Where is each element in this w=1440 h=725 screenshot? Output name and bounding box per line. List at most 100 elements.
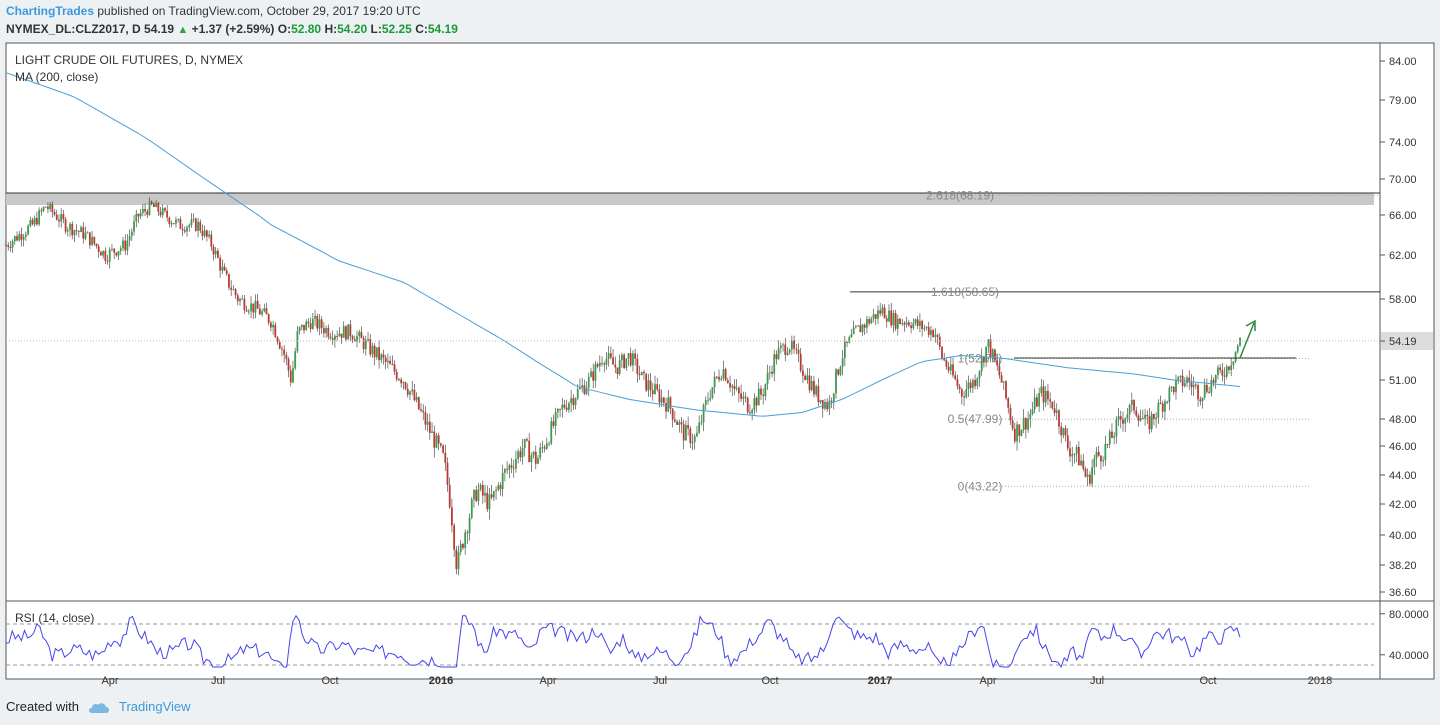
candle-body (967, 382, 970, 390)
candle-body (601, 362, 603, 364)
candle-body (188, 225, 191, 228)
rsi-axis-ticks: 80.0000 40.0000 (1380, 609, 1429, 662)
candle-body (722, 369, 725, 379)
candle-body (923, 327, 926, 329)
candle-body (850, 334, 853, 338)
candle-body (247, 311, 250, 313)
candle-body (1194, 384, 1197, 386)
candle-body (437, 435, 440, 444)
candle-body (718, 376, 720, 380)
candle-body (857, 325, 860, 327)
candle-body (702, 405, 705, 423)
candle-body (16, 236, 18, 241)
candle-body (128, 236, 131, 241)
resistance-zone (6, 193, 1374, 205)
candle-body (314, 315, 316, 319)
candle-body (115, 252, 118, 256)
low-label: L: (370, 22, 382, 36)
candle-body (607, 353, 610, 360)
chart-canvas[interactable]: 2.618(68.19)1.618(58.65)1(52.76)0.5(47.9… (0, 40, 1440, 690)
last-price-tag (1381, 332, 1433, 350)
candle-body (974, 379, 976, 387)
candle-body (609, 353, 612, 358)
candle-body (232, 289, 235, 291)
candle-body (888, 310, 890, 322)
candle-body (592, 371, 595, 381)
candle-body (768, 371, 771, 373)
y-tick-label: 38.20 (1389, 560, 1417, 572)
y-tick-label: 84.00 (1389, 56, 1417, 68)
candle-body (1172, 386, 1175, 393)
candle-body (740, 393, 743, 399)
candle-body (1075, 446, 1078, 455)
candle-body (435, 435, 438, 448)
candle-body (378, 347, 380, 361)
candle-body (1047, 390, 1049, 400)
candle-body (612, 357, 614, 365)
candle-body (916, 319, 919, 326)
candle-body (1124, 418, 1127, 424)
candle-body (568, 403, 570, 410)
low-value: 52.25 (381, 22, 412, 36)
candle-body (762, 394, 765, 397)
candle-body (225, 270, 228, 275)
candle-body (1102, 460, 1105, 462)
candle-body (294, 351, 297, 369)
candle-body (177, 219, 180, 221)
y-tick-label: 79.00 (1389, 95, 1417, 107)
candle-body (166, 210, 169, 218)
candles (5, 197, 1241, 576)
candle-body (146, 211, 149, 215)
candle-body (104, 250, 107, 261)
candle-body (1064, 428, 1067, 436)
candle-body (872, 314, 875, 319)
candle-body (33, 217, 36, 225)
candle-body (1214, 375, 1217, 383)
symbol-name[interactable]: NYMEX_DL:CLZ2017, D (6, 22, 141, 36)
y-tick-label: 48.00 (1389, 414, 1417, 426)
candle-body (1005, 381, 1007, 399)
candle-body (298, 327, 301, 332)
candle-body (793, 340, 795, 349)
candle-body (243, 298, 246, 311)
candle-body (782, 344, 784, 346)
candle-body (256, 300, 259, 309)
candle-body (680, 422, 683, 425)
candle-body (334, 335, 336, 340)
candle-body (1133, 399, 1135, 411)
x-tick-label: Apr (539, 675, 556, 687)
candle-body (203, 230, 206, 236)
candle-body (852, 327, 855, 335)
candle-body (1239, 337, 1241, 346)
candle-body (9, 246, 12, 248)
candle-body (1066, 435, 1069, 449)
candle-body (746, 397, 749, 413)
candle-body (1117, 416, 1120, 420)
candle-body (978, 371, 981, 379)
candle-body (930, 330, 932, 335)
candle-body (1031, 409, 1034, 415)
candle-body (307, 321, 310, 324)
candle-body (905, 322, 908, 325)
candle-body (1013, 428, 1016, 442)
candle-body (384, 357, 387, 363)
candle-body (353, 339, 356, 342)
tradingview-link[interactable]: TradingView (118, 699, 191, 714)
candle-body (810, 380, 813, 391)
candle-body (484, 492, 486, 496)
candle-body (976, 378, 979, 387)
candle-body (479, 484, 482, 490)
candle-body (119, 248, 122, 252)
candle-body (245, 310, 248, 312)
candle-body (960, 389, 963, 397)
candle-body (371, 345, 374, 355)
candle-body (808, 375, 811, 391)
price-axis[interactable] (1379, 42, 1435, 680)
y-tick-label: 54.19 (1389, 336, 1417, 348)
candle-body (596, 364, 599, 367)
candle-body (1080, 460, 1082, 466)
candle-body (503, 469, 506, 473)
author-link[interactable]: ChartingTrades (6, 4, 95, 18)
candle-body (896, 318, 899, 329)
candle-body (1153, 413, 1155, 419)
